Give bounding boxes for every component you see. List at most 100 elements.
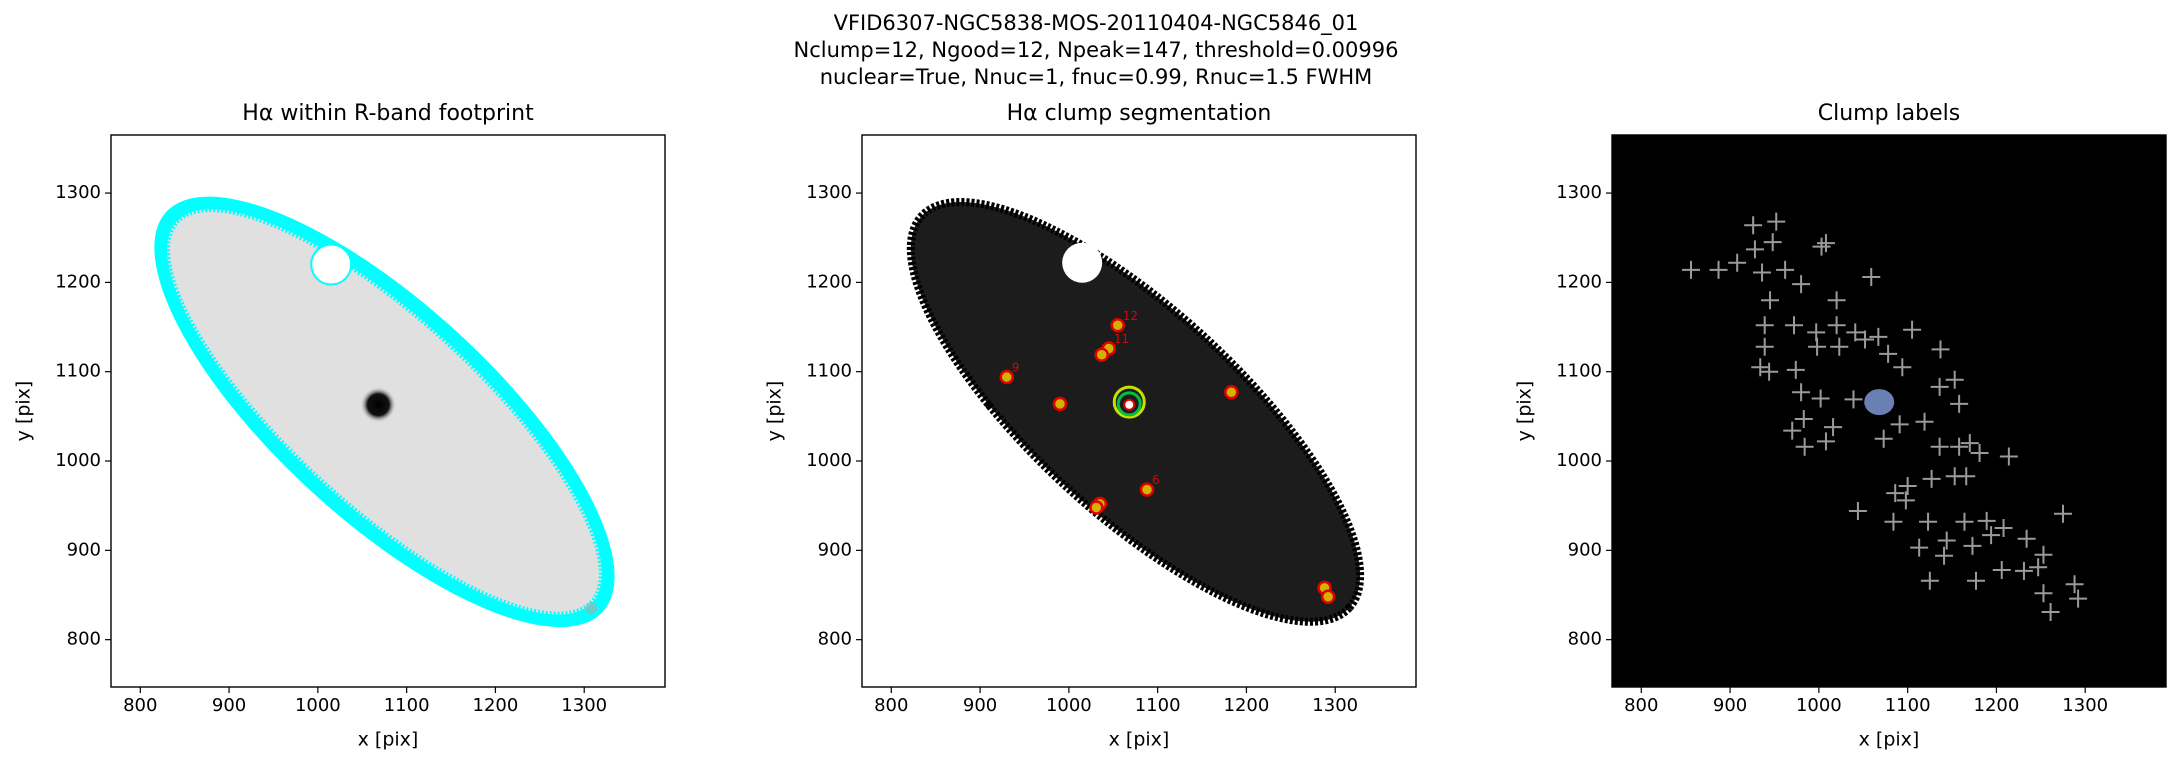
peak-marker	[1937, 531, 1956, 550]
peak-marker	[1977, 511, 1996, 530]
peak-marker	[1999, 447, 2018, 466]
masked-star	[310, 243, 353, 286]
peak-marker	[2034, 584, 2053, 603]
y-axis-label: y [pix]	[764, 381, 786, 442]
peak-marker	[1808, 337, 1827, 356]
clump-label: 12	[1123, 309, 1138, 323]
panel: 12 11 9 6 800 900 1000 1100 1200 1300 800 900 1000 11…	[764, 101, 1417, 751]
panel: 800 900 1000 1100 1200 1300 800 900 1000 1100 1200…	[1514, 101, 2167, 751]
y-tick-label: 900	[818, 539, 852, 560]
x-tick-label: 1200	[1224, 695, 1270, 716]
peak-marker	[2017, 529, 2036, 548]
peak-marker	[1856, 330, 1875, 349]
peak-marker	[2069, 589, 2088, 608]
peak-marker	[1890, 415, 1909, 434]
figure-title: VFID6307-NGC5838-MOS-20110404-NGC5846_01	[834, 11, 1359, 36]
x-tick-label: 1100	[1885, 695, 1931, 716]
faint-source	[585, 602, 598, 615]
peak-marker	[1827, 316, 1846, 335]
peak-marker	[1844, 390, 1863, 409]
peak-marker	[1745, 240, 1764, 259]
y-tick-label: 800	[818, 629, 852, 650]
peak-marker	[1884, 512, 1903, 531]
peak-marker	[1792, 275, 1811, 294]
peak-marker	[1776, 260, 1795, 279]
peak-marker	[1869, 327, 1888, 346]
y-tick-label: 1100	[55, 361, 101, 382]
peak-marker	[1795, 437, 1814, 456]
peak-marker	[1753, 263, 1772, 282]
x-tick-label: 1300	[1312, 695, 1358, 716]
clump-label: 6	[1152, 473, 1160, 487]
peak-marker	[2014, 561, 2033, 580]
peak-marker	[1994, 519, 2013, 538]
clump-marker	[999, 369, 1014, 385]
peak-marker	[1886, 484, 1905, 503]
axes-frame	[861, 134, 1417, 688]
nucleus-core	[1123, 398, 1136, 411]
peak-marker	[1950, 437, 1969, 456]
panel-title: Hα clump segmentation	[1007, 101, 1272, 126]
clump-marker	[1089, 500, 1104, 515]
peak-marker	[1963, 536, 1982, 555]
peak-marker	[1930, 437, 1949, 456]
peak-marker	[1874, 429, 1893, 448]
peak-marker	[1893, 358, 1912, 377]
peak-marker	[1919, 512, 1938, 531]
y-axis-label: y [pix]	[13, 381, 35, 442]
figure-title: Nclump=12, Ngood=12, Npeak=147, threshol…	[794, 38, 1399, 62]
figure-title: nuclear=True, Nnuc=1, fnuc=0.99, Rnuc=1.…	[820, 65, 1373, 89]
y-tick-label: 1200	[1556, 271, 1602, 292]
clump-label: 11	[1114, 332, 1129, 346]
peak-marker	[1767, 212, 1786, 231]
x-tick-label: 900	[963, 695, 997, 716]
y-tick-label: 900	[67, 539, 101, 560]
peak-marker	[2054, 504, 2073, 523]
x-tick-label: 1300	[561, 695, 607, 716]
clump-label: 9	[1012, 361, 1020, 375]
peak-marker	[1744, 216, 1763, 235]
nucleus-contour	[1112, 385, 1146, 419]
x-tick-label: 1200	[473, 695, 519, 716]
y-tick-label: 1000	[806, 450, 852, 471]
y-tick-label: 1200	[55, 271, 101, 292]
y-tick-label: 1200	[806, 271, 852, 292]
peak-marker	[1811, 389, 1830, 408]
peak-marker	[1992, 560, 2011, 579]
panel-title: Clump labels	[1818, 101, 1960, 126]
masked-star	[1062, 242, 1103, 283]
x-tick-label: 1000	[1046, 695, 1092, 716]
peak-marker	[1794, 410, 1813, 429]
y-tick-label: 900	[1568, 539, 1602, 560]
clump-marker	[1224, 384, 1239, 400]
peak-marker	[1967, 571, 1986, 590]
peak-marker	[1922, 469, 1941, 488]
x-axis-label: x [pix]	[358, 729, 419, 751]
panel-title: Hα within R-band footprint	[242, 101, 534, 126]
x-tick-label: 1000	[295, 695, 341, 716]
peak-marker	[2029, 558, 2048, 577]
plot-area: 12 11 9 6	[906, 198, 1365, 626]
peak-marker	[1792, 383, 1811, 402]
peak-marker	[2065, 575, 2084, 594]
peak-marker	[1915, 412, 1934, 431]
y-tick-label: 1000	[1556, 450, 1602, 471]
peak-marker	[1783, 421, 1802, 440]
x-tick-label: 1000	[1796, 695, 1842, 716]
peak-marker	[1935, 546, 1954, 565]
y-axis-label: y [pix]	[1514, 381, 1536, 442]
x-tick-label: 1100	[384, 695, 430, 716]
clump-marker	[1320, 589, 1336, 605]
x-tick-label: 1300	[2062, 695, 2108, 716]
peak-marker	[1755, 337, 1774, 356]
plot-area	[1612, 135, 2166, 687]
y-tick-label: 1100	[806, 361, 852, 382]
peak-marker	[1751, 358, 1770, 377]
panel: 800 900 1000 1100 1200 1300 800 900 1000 1100 1200…	[13, 101, 666, 751]
y-tick-label: 800	[1568, 629, 1602, 650]
peak-marker	[1950, 394, 1969, 413]
peak-marker	[1957, 467, 1976, 486]
peak-marker	[1982, 526, 2001, 545]
peak-marker	[1846, 323, 1865, 342]
